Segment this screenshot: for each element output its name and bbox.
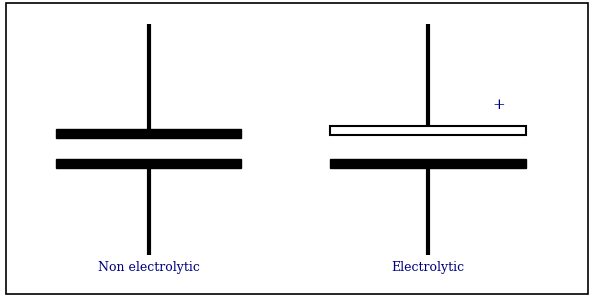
Bar	[56, 129, 241, 138]
Bar	[330, 159, 526, 168]
Bar	[330, 126, 526, 135]
Text: +: +	[492, 98, 505, 113]
Text: Non electrolytic: Non electrolytic	[97, 261, 200, 274]
Bar	[56, 159, 241, 168]
Text: Electrolytic: Electrolytic	[391, 261, 465, 274]
